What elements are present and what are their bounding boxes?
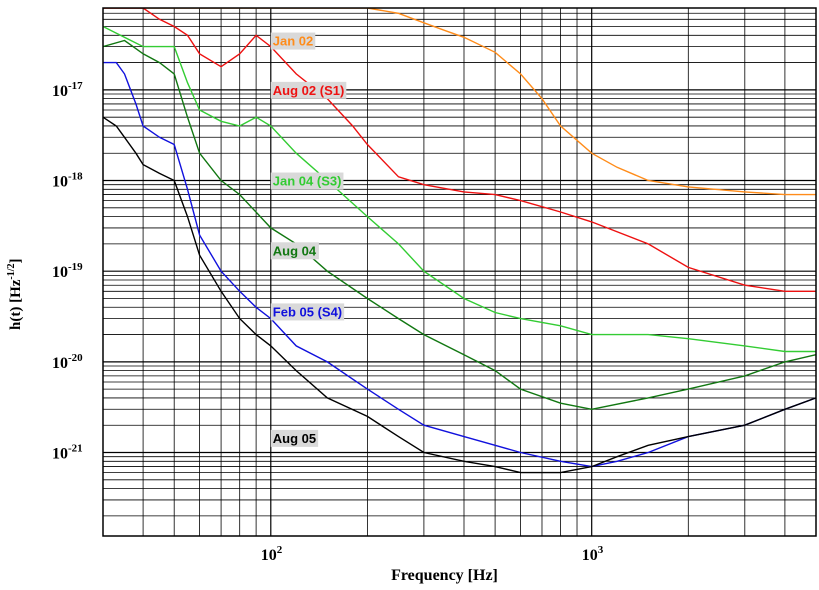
series-label-1: Jan 02 xyxy=(273,34,313,49)
x-axis-label: Frequency [Hz] xyxy=(391,567,498,584)
series-label-3: Jan 04 (S3) xyxy=(273,174,342,189)
series-line-1 xyxy=(103,8,816,196)
x-tick-label: 102 xyxy=(261,544,283,564)
y-tick-label: 10-20 xyxy=(52,352,83,372)
series-label-bg xyxy=(270,242,319,260)
y-axis-label-exp: -1/2 xyxy=(6,263,17,280)
series-line-6 xyxy=(103,116,816,474)
series-label-5: Feb 05 (S4) xyxy=(273,304,342,319)
series-label-2: Aug 02 (S1) xyxy=(273,83,345,98)
y-axis-label-close: ] xyxy=(8,258,24,264)
series-label-bg xyxy=(270,172,344,190)
y-tick-label: 10-19 xyxy=(52,261,83,281)
series-label-4: Aug 04 xyxy=(273,243,317,258)
series-label-6: Aug 05 xyxy=(273,431,316,446)
series-line-3 xyxy=(103,25,816,353)
series-line-2 xyxy=(103,8,816,292)
grid xyxy=(102,7,817,536)
ticks: 102 103 10-17 10-18 10-19 10-20 10-21 xyxy=(52,80,604,564)
y-axis-label-main: h(t) [Hz xyxy=(8,279,24,330)
y-axis-label: h(t) [Hz-1/2] xyxy=(6,258,25,330)
plot-lines xyxy=(103,8,816,474)
y-tick-label: 10-18 xyxy=(52,171,83,191)
series-label-bg xyxy=(270,303,345,321)
series-labels: Jan 02 Aug 02 (S1) Jan 04 (S3) Aug 04 Feb 05… xyxy=(270,32,347,447)
x-tick-label: 103 xyxy=(582,544,604,564)
y-tick-label: 10-21 xyxy=(52,443,83,463)
y-tick-label: 10-17 xyxy=(52,80,83,100)
plot-frame xyxy=(102,7,817,537)
series-label-bg xyxy=(270,32,316,50)
series-label-bg xyxy=(270,429,319,447)
series-line-5 xyxy=(103,61,816,468)
series-label-bg xyxy=(270,81,347,99)
series-line-4 xyxy=(103,39,816,411)
